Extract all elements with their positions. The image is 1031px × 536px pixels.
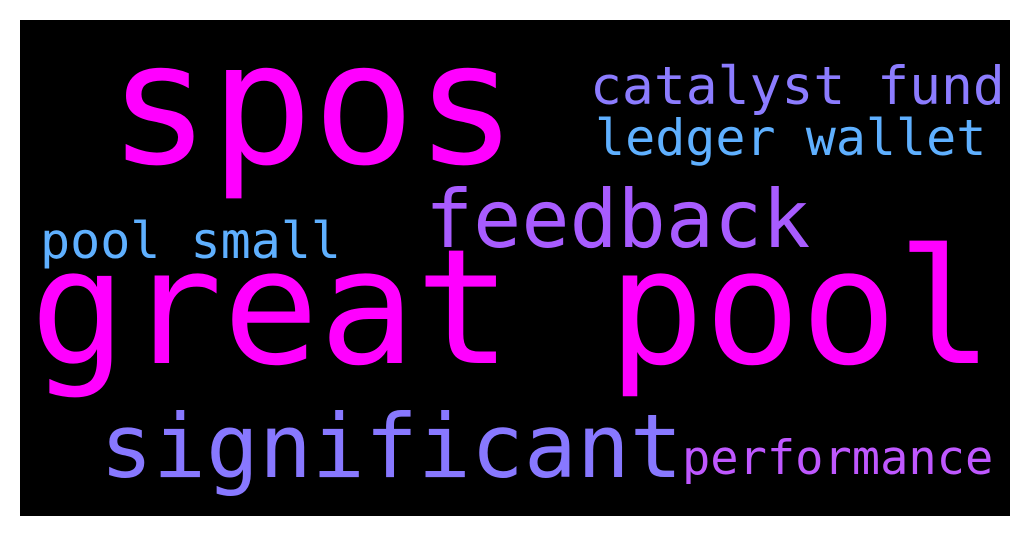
word-spos: spos: [108, 20, 518, 204]
word-catalyst-fund: catalyst fund: [590, 56, 1005, 117]
word-pool-small: pool small: [40, 212, 342, 270]
word-feedback: feedback: [425, 173, 811, 266]
word-performance: performance: [682, 431, 994, 486]
word-significant: significant: [100, 395, 683, 498]
word-ledger-wallet: ledger wallet: [595, 109, 987, 167]
word-cloud-canvas: spos great pool catalyst fund ledger wal…: [20, 20, 1010, 516]
word-great-pool: great pool: [30, 214, 994, 401]
